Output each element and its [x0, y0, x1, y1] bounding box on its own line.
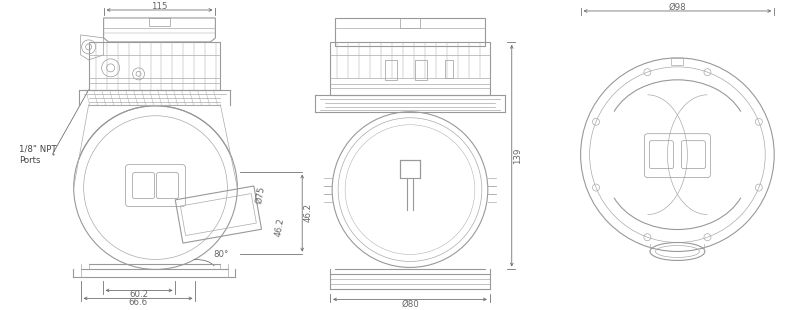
Bar — [400, 160, 420, 178]
Bar — [400, 18, 420, 28]
Text: 66.6: 66.6 — [128, 298, 147, 307]
Text: 115: 115 — [152, 2, 168, 11]
Bar — [445, 60, 453, 78]
Text: Ø80: Ø80 — [401, 300, 419, 309]
Text: 60.2: 60.2 — [129, 290, 148, 299]
Bar — [335, 18, 485, 46]
Text: 46.2: 46.2 — [275, 217, 286, 238]
Bar — [148, 18, 171, 26]
Text: 1/8" NPT
Ports: 1/8" NPT Ports — [19, 144, 57, 165]
Text: 139: 139 — [513, 148, 522, 164]
Text: Ø75: Ø75 — [255, 185, 267, 204]
Bar — [89, 42, 220, 90]
Text: Ø98: Ø98 — [669, 2, 686, 11]
Text: 80°: 80° — [213, 250, 229, 259]
Bar — [671, 58, 683, 65]
Bar — [385, 60, 397, 80]
Text: 46.2: 46.2 — [304, 203, 313, 222]
Bar — [415, 60, 427, 80]
Bar — [330, 42, 490, 95]
